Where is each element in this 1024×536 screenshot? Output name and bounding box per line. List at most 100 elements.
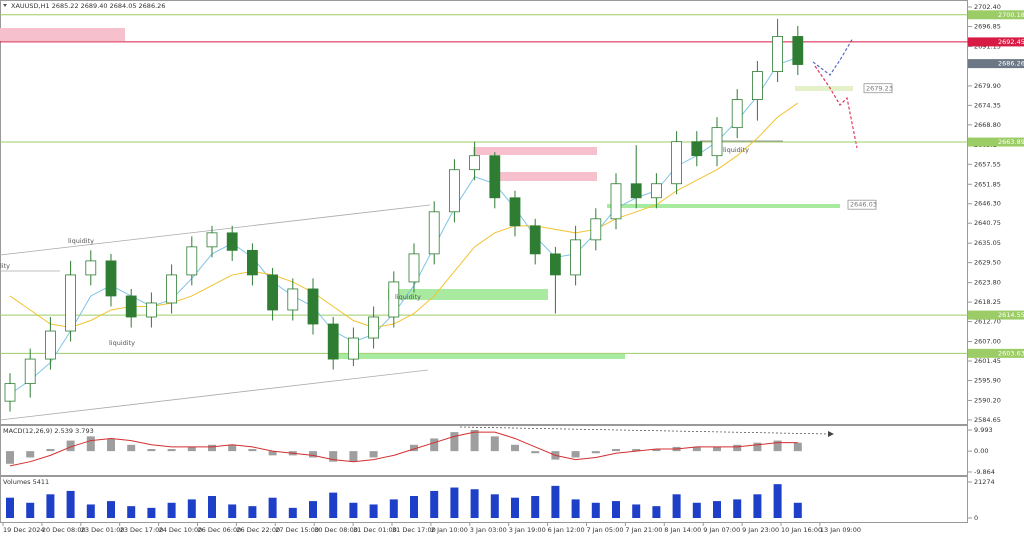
volume-bar	[531, 496, 540, 518]
volume-bar	[66, 490, 75, 518]
y-tick-label: 2679.90	[974, 82, 1001, 90]
macd-bar	[268, 451, 277, 456]
candle-body	[570, 239, 581, 276]
annotation: liquidity	[395, 293, 421, 301]
candle-body	[610, 183, 622, 220]
macd-bar	[410, 444, 418, 452]
macd-bar	[248, 449, 257, 452]
y-tick-label: 2696.85	[974, 22, 1001, 30]
level-tag	[968, 37, 1024, 47]
y-tick-label: 2640.75	[974, 219, 1001, 227]
y-tick-label: 2646.30	[974, 200, 1001, 208]
volume-bar	[591, 502, 600, 518]
candle-body	[489, 155, 501, 199]
volume-bar	[692, 502, 701, 518]
level-tag	[968, 10, 1024, 20]
demand-zone	[607, 204, 840, 208]
volume-bar	[127, 506, 136, 518]
candle-body	[711, 127, 723, 157]
y-tick-label: 0	[974, 514, 978, 522]
demand-zone	[335, 354, 625, 359]
x-tick-label: 7 Jan 05:00	[587, 526, 624, 534]
macd-bar	[713, 446, 721, 452]
candle-body	[691, 141, 703, 157]
macd-bar	[309, 451, 317, 458]
macd-bar	[511, 444, 519, 452]
chart-title: XAUUSD,H1 2685.22 2689.40 2684.05 2686.2…	[11, 2, 165, 10]
macd-panel	[0, 425, 968, 476]
y-tick-label: 2702.40	[974, 3, 1001, 11]
x-tick-label: 26 Dec 22:00	[236, 526, 280, 534]
y-tick-label: 2607.00	[974, 338, 1001, 346]
macd-bar	[470, 430, 479, 452]
x-tick-label: 26 Dec 06:00	[198, 526, 242, 534]
candle-body	[105, 260, 117, 297]
candle-body	[529, 225, 541, 255]
level-label: 2692.45	[998, 38, 1024, 46]
candle-body	[590, 218, 602, 241]
volume-bar	[187, 499, 196, 518]
volume-bar	[470, 489, 479, 518]
macd-bar	[652, 449, 661, 452]
candle-body	[792, 36, 804, 65]
x-tick-label: 23 Dec 01:00	[81, 526, 125, 534]
y-tick-label: 2623.80	[974, 279, 1001, 287]
macd-label: MACD(12,26,9) 2.539 3.793	[3, 427, 94, 435]
macd-bar	[127, 444, 136, 452]
macd-bar	[329, 451, 338, 462]
y-tick-label: 2668.80	[974, 121, 1001, 129]
y-tick-label: 21274	[974, 478, 995, 486]
macd-bar	[208, 444, 216, 452]
y-tick-label: 2590.20	[974, 396, 1001, 404]
macd-bar	[753, 442, 762, 452]
candle-body	[65, 274, 76, 332]
y-tick-label: 2618.25	[974, 298, 1001, 306]
volume-bar	[733, 499, 742, 518]
volume-bar	[450, 487, 459, 518]
x-tick-label: 3 Jan 19:00	[509, 526, 546, 534]
level-tag	[968, 310, 1024, 320]
annotation: liquidity	[723, 146, 749, 154]
x-tick-label: 24 Dec 10:00	[159, 526, 203, 534]
macd-bar	[46, 449, 55, 452]
macd-bar	[147, 449, 156, 452]
macd-signal	[9, 431, 798, 467]
macd-bar	[86, 436, 95, 452]
macd-bar	[167, 449, 176, 452]
level-label: 2603.63	[998, 349, 1024, 357]
macd-bar	[430, 438, 439, 452]
candle-body	[267, 274, 279, 311]
level-box	[863, 83, 893, 94]
y-tick-label: 2691.15	[974, 42, 1001, 50]
volume-bar	[612, 501, 620, 518]
candle-body	[307, 288, 319, 325]
macd-bar	[369, 451, 378, 458]
moving-average	[9, 102, 799, 329]
macd-bar	[531, 451, 540, 454]
annotation: liquidity	[68, 237, 94, 245]
macd-bar	[591, 451, 600, 454]
volume-bar	[410, 496, 418, 518]
candle-body	[469, 155, 481, 171]
macd-bar	[632, 449, 641, 452]
macd-bar	[733, 444, 742, 452]
x-tick-label: 20 Dec 08:00	[42, 526, 86, 534]
annotation: lity	[0, 262, 10, 270]
volume-bar	[632, 504, 641, 518]
projection-down	[814, 65, 858, 149]
volume-bar	[107, 501, 115, 518]
macd-bar	[66, 440, 75, 452]
volume-bar	[571, 499, 580, 518]
volume-bar	[551, 485, 560, 518]
y-tick-label: -9.864	[974, 468, 995, 476]
level-label: 2646.03	[850, 201, 877, 209]
volume-bar	[672, 494, 681, 518]
supply-zone	[490, 172, 597, 181]
volume-bar	[147, 507, 156, 518]
candle-body	[226, 232, 238, 251]
macd-bar	[450, 432, 459, 452]
y-tick-label: 2674.35	[974, 101, 1001, 109]
y-tick-label: 2584.65	[974, 416, 1001, 424]
